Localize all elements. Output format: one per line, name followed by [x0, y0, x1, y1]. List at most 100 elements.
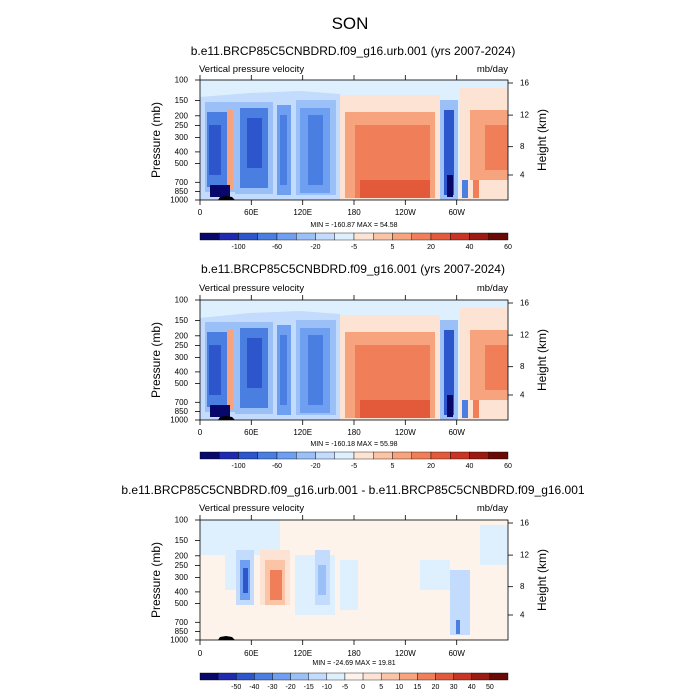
ytick: 150 [175, 96, 200, 105]
panel-units: mb/day [477, 503, 508, 514]
ytick-right: 12 [508, 331, 529, 340]
ytick-right: 8 [508, 582, 525, 591]
ytick: 100 [175, 516, 200, 525]
colorbar-box [435, 672, 454, 681]
contour-region [227, 330, 233, 410]
x-axis: 0 60E 120E 180 120W 60W [198, 75, 465, 217]
xtick-label: 60E [244, 649, 258, 658]
ytick-label: 200 [175, 551, 189, 560]
ytick: 500 [175, 599, 200, 608]
xtick-label: 0 [198, 649, 203, 658]
xtick-label: 60W [448, 428, 465, 437]
ytick: 1000 [170, 196, 200, 205]
colorbar-box [334, 232, 355, 241]
colorbar-box [326, 672, 346, 681]
colorbar-label: 60 [504, 244, 512, 251]
ytick-right-label: 8 [520, 142, 525, 151]
ytick: 500 [175, 159, 200, 168]
ytick: 700 [175, 618, 200, 627]
contour-region [360, 400, 430, 418]
contour-region [209, 345, 221, 395]
ytick: 850 [175, 627, 200, 636]
panel-control: b.e11.BRCP85C5CNBDRD.f09_g16.001 (yrs 20… [149, 262, 549, 470]
colorbar-box [219, 451, 239, 460]
ytick-right: 16 [508, 299, 529, 308]
xtick: 60E [244, 515, 258, 658]
xtick-label: 120W [395, 208, 416, 217]
colorbar-label: 10 [395, 684, 403, 691]
ytick: 150 [175, 536, 200, 545]
ytick-label: 200 [175, 331, 189, 340]
colorbar-box [236, 672, 255, 681]
xtick: 60W [448, 75, 465, 217]
contour-region [340, 560, 358, 610]
colorbar-label: 0 [361, 684, 365, 691]
colorbar-box [344, 672, 364, 681]
colorbar-label: 40 [468, 684, 476, 691]
ytick: 200 [175, 331, 200, 340]
ytick-label: 1000 [170, 196, 188, 205]
xtick: 0 [198, 75, 203, 217]
colorbar-box [430, 451, 451, 460]
ytick-label: 300 [175, 353, 189, 362]
topography [218, 196, 235, 200]
ytick-label: 700 [175, 398, 189, 407]
ytick: 400 [175, 367, 200, 376]
colorbar-box [453, 672, 472, 681]
contour-region [447, 175, 453, 197]
colorbar-label: -20 [286, 684, 296, 691]
contour-region [480, 525, 508, 565]
ytick: 100 [175, 296, 200, 305]
xtick: 60E [244, 295, 258, 437]
ytick: 200 [175, 551, 200, 560]
contour-region [420, 560, 450, 590]
ytick-right-label: 16 [520, 79, 529, 88]
colorbar-box [373, 451, 393, 460]
min-max-stats: MIN = -160.18 MAX = 55.98 [310, 441, 397, 448]
ytick-label: 700 [175, 618, 189, 627]
colorbar-box [308, 672, 328, 681]
colorbar-box [276, 232, 297, 241]
contour-region [456, 620, 460, 634]
ytick-right-label: 4 [520, 171, 525, 180]
xtick-label: 120W [395, 649, 416, 658]
panel-title: b.e11.BRCP85C5CNBDRD.f09_g16.urb.001 - b… [121, 483, 584, 497]
colorbar-label: 15 [414, 684, 422, 691]
ytick-right-label: 8 [520, 582, 525, 591]
colorbar-box [315, 232, 335, 241]
panel-title: b.e11.BRCP85C5CNBDRD.f09_g16.urb.001 (yr… [191, 44, 516, 58]
contour-region [447, 395, 453, 417]
colorbar-box [199, 451, 220, 460]
colorbar-box [392, 232, 412, 241]
contour-region [318, 565, 326, 595]
xtick: 120W [395, 515, 416, 658]
ytick: 1000 [170, 416, 200, 425]
xtick-label: 180 [347, 428, 361, 437]
y-axis-title: Pressure (mb) [149, 322, 163, 398]
xtick: 120E [293, 75, 312, 217]
contour-region [444, 330, 454, 415]
plot-area [199, 519, 509, 641]
colorbar-box [417, 672, 436, 681]
y-axis-title: Pressure (mb) [149, 542, 163, 618]
ytick-label: 100 [175, 76, 189, 85]
xtick: 0 [198, 515, 203, 658]
y-axis-right: Height (km) 4 8 12 16 [508, 519, 549, 620]
panel-left-label: Vertical pressure velocity [199, 283, 304, 294]
ytick-label: 200 [175, 111, 189, 120]
ytick: 250 [175, 341, 200, 350]
ytick-label: 500 [175, 159, 189, 168]
colorbar-box [380, 672, 400, 681]
colorbar-label: 5 [391, 244, 395, 251]
xtick: 120W [395, 295, 416, 437]
panel-title: b.e11.BRCP85C5CNBDRD.f09_g16.001 (yrs 20… [201, 262, 505, 276]
xtick: 60W [448, 295, 465, 437]
y-axis-right: Height (km) 4 8 12 16 [508, 299, 549, 400]
xtick: 180 [347, 75, 361, 217]
xtick: 180 [347, 515, 361, 658]
ytick-right: 8 [508, 362, 525, 371]
xtick: 120E [293, 515, 312, 658]
colorbar: -100 -60 -20 -5 5 20 40 60 [199, 232, 512, 251]
colorbar-label: -100 [231, 244, 245, 251]
y-axis-right-title: Height (km) [535, 109, 549, 171]
